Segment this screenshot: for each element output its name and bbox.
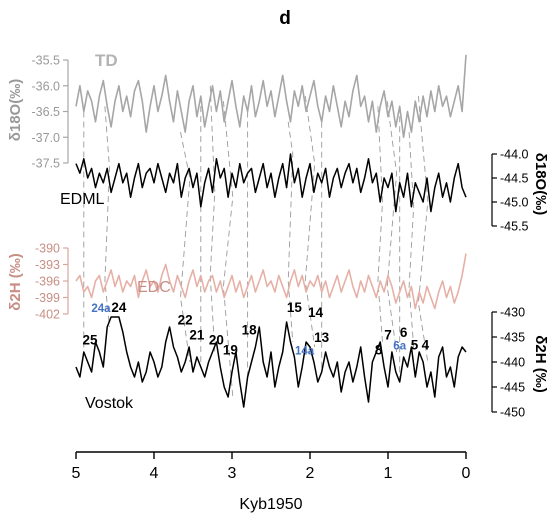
series-label-edml: EDML (60, 191, 105, 208)
event-label: 22 (178, 313, 193, 328)
x-tick-label: 2 (306, 465, 315, 482)
y-tick-label-edml: -45.0 (500, 196, 529, 210)
series-line-edc (75, 253, 467, 310)
y-tick-label-edc: -396 (35, 275, 60, 289)
y-axis-edc: -390 -393 -396 -399 -402 δ2H (‰) (7, 242, 69, 322)
event-label: 4 (422, 338, 430, 353)
y-axis-title-edc: δ2H (‰) (7, 253, 24, 310)
axes-layer: -35.5-36.0-36.5-37.0-37.5δ18O(‰)-44.0-44… (7, 54, 549, 514)
event-label: 19 (223, 343, 238, 358)
tie-line (104, 106, 110, 328)
event-label: 18 (242, 323, 258, 338)
y-tick-label-edml: -44.5 (500, 172, 529, 186)
tie-line (408, 132, 415, 348)
y-tick-label-edc: -390 (35, 242, 60, 256)
y-tick-label-vostok: -430 (500, 306, 525, 320)
event-label: 5 (411, 338, 419, 353)
x-tick-label: 3 (228, 465, 237, 482)
event-label: 20 (209, 333, 224, 348)
y-tick-label-edc: -402 (35, 308, 60, 322)
event-label: 8 (375, 343, 383, 358)
y-tick-label-vostok: -440 (500, 356, 525, 370)
series-label-edc: EDC (137, 279, 171, 296)
y-tick-label-td: -36.0 (32, 79, 61, 93)
y-axis-td: -35.5 -36.0 -36.5 -37.0 -37.5 δ18O(‰) (7, 54, 69, 171)
x-tick-label: 0 (462, 465, 471, 482)
tie-line (209, 85, 216, 353)
x-axis: 5 4 3 2 1 0 Kyb1950 (72, 451, 471, 513)
event-label: 7 (384, 328, 392, 343)
y-axis-title-edml: δ18O(‰) (532, 153, 549, 215)
series-line-edml (75, 153, 467, 213)
series-label-td: TD (95, 51, 118, 70)
tie-line (287, 121, 294, 343)
y-tick-label-edc: -399 (35, 291, 60, 305)
y-tick-label-edc: -393 (35, 258, 60, 272)
y-tick-label-vostok: -445 (500, 381, 525, 395)
series-label-vostok: Vostok (85, 395, 134, 412)
series-line-vostok (75, 316, 467, 408)
tie-line (222, 101, 234, 398)
y-axis-title-td: δ18O(‰) (7, 79, 24, 141)
y-tick-label-vostok: -450 (500, 406, 525, 420)
event-label: 14 (308, 305, 324, 320)
event-label: 15 (287, 300, 303, 315)
y-axis-vostok: -430 -435 -440 -445 -450 δ2H (‰) (491, 306, 549, 420)
tie-line (180, 132, 191, 363)
tie-lines (83, 85, 429, 398)
event-label: 13 (314, 330, 330, 345)
x-tick-label: 4 (150, 465, 159, 482)
y-tick-label-edml: -45.5 (500, 220, 529, 234)
panel-label: d (279, 8, 291, 29)
event-label: 24a (91, 303, 111, 315)
event-label: 14a (295, 346, 315, 358)
tie-line (417, 96, 429, 363)
event-label: 25 (83, 333, 99, 348)
y-tick-label-td: -35.5 (32, 54, 61, 68)
tie-line (386, 101, 398, 353)
y-tick-label-td: -36.5 (32, 105, 61, 119)
series-layer (75, 54, 467, 408)
y-tick-label-td: -37.5 (32, 157, 61, 171)
y-tick-label-td: -37.0 (32, 131, 61, 145)
event-label: 21 (189, 328, 205, 343)
x-tick-label: 1 (384, 465, 393, 482)
y-tick-label-edml: -44.0 (500, 148, 529, 162)
y-axis-title-vostok: δ2H (‰) (532, 335, 549, 392)
tie-line (304, 96, 316, 348)
x-axis-title: Kyb1950 (239, 496, 302, 513)
tie-line (377, 106, 383, 343)
event-label: 6a (393, 341, 406, 353)
event-label: 24 (111, 300, 127, 315)
event-label: 6 (400, 325, 408, 340)
x-tick-label: 5 (72, 465, 81, 482)
series-line-td (75, 54, 467, 139)
y-tick-label-vostok: -435 (500, 331, 525, 345)
